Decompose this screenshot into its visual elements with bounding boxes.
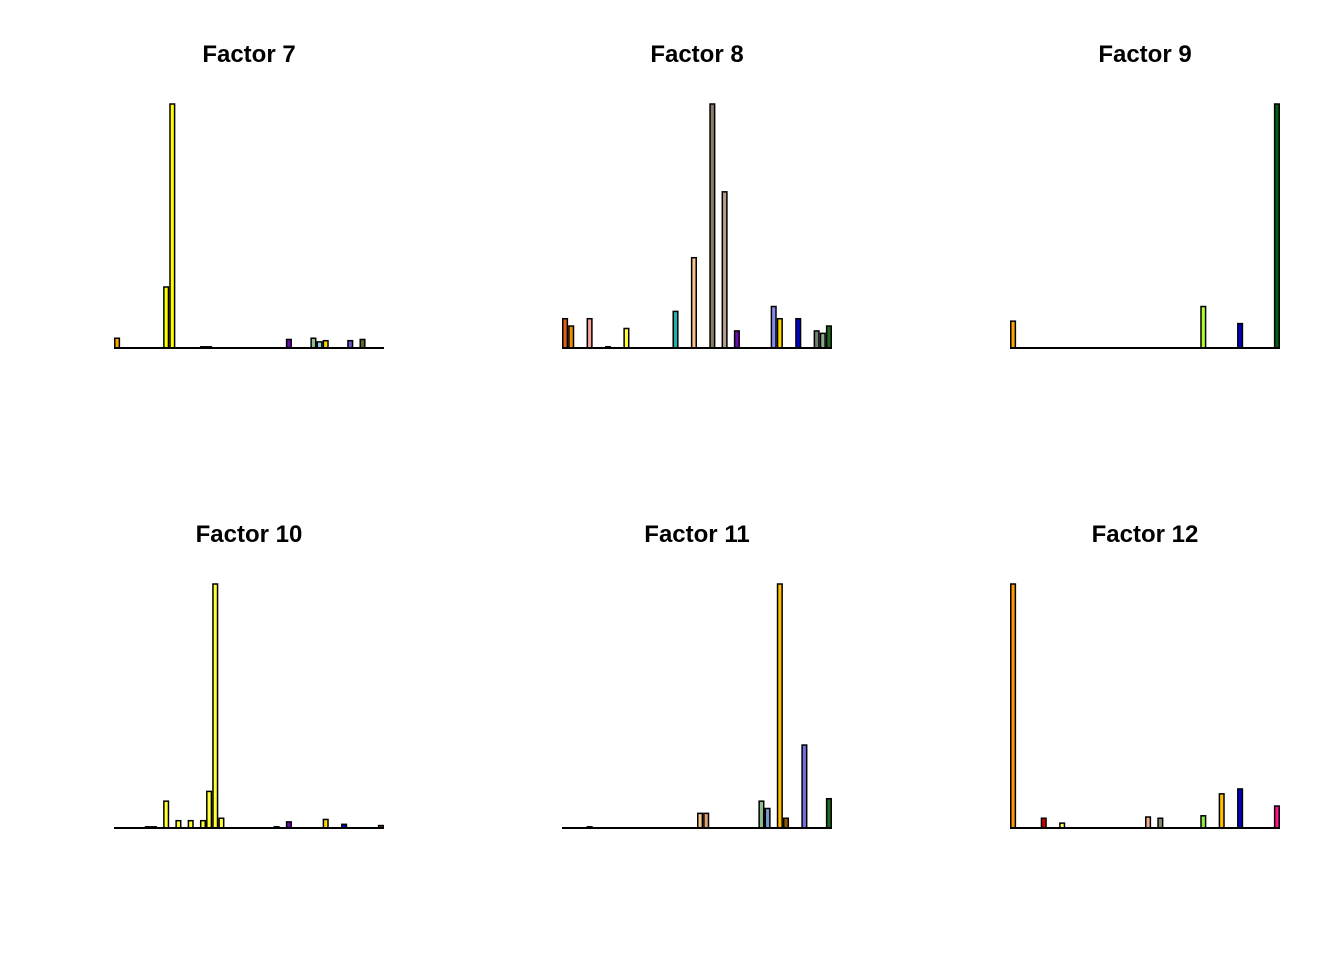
bar <box>1273 805 1280 829</box>
bar <box>169 103 176 349</box>
bar-group <box>1010 103 1280 349</box>
bar <box>813 330 820 349</box>
bar <box>1010 320 1017 349</box>
bar <box>1273 103 1280 349</box>
bar <box>1040 817 1047 829</box>
bar <box>1237 322 1244 349</box>
bar <box>709 103 716 349</box>
bar <box>776 583 783 829</box>
bar <box>1237 788 1244 829</box>
bar <box>1157 817 1164 829</box>
bar <box>623 327 630 349</box>
bar <box>801 744 808 829</box>
bar <box>776 317 783 349</box>
panel-title: Factor 9 <box>1098 41 1191 68</box>
panel-title: Factor 10 <box>196 521 303 548</box>
bar <box>568 325 575 349</box>
panel-factor-9: Factor 9 <box>1010 41 1280 349</box>
bar <box>795 317 802 349</box>
bar <box>322 818 329 829</box>
bar <box>199 819 207 829</box>
bar <box>697 812 704 829</box>
panel-title: Factor 12 <box>1092 521 1199 548</box>
panel-factor-7: Factor 7 <box>114 41 384 349</box>
bar <box>770 305 777 349</box>
bar <box>175 819 182 829</box>
bar <box>758 800 765 829</box>
bar-group <box>114 103 366 349</box>
bar <box>1145 816 1152 829</box>
bar <box>163 800 170 829</box>
bar <box>825 325 832 349</box>
panel-factor-10: Factor 10 <box>114 521 384 829</box>
bar <box>218 817 225 829</box>
bar <box>690 256 697 349</box>
bar <box>672 310 679 349</box>
bar <box>187 819 194 829</box>
bar <box>206 790 213 829</box>
bar-group <box>144 583 384 829</box>
bar <box>163 286 170 349</box>
panel-factor-12: Factor 12 <box>1010 521 1280 829</box>
bar <box>322 339 329 349</box>
bar <box>733 330 740 349</box>
bar-group <box>586 583 832 829</box>
panel-title: Factor 11 <box>644 521 749 548</box>
bar <box>1200 815 1207 829</box>
bar <box>764 807 771 829</box>
bar <box>1010 583 1017 829</box>
bar <box>825 797 832 829</box>
bar <box>114 337 121 349</box>
bar <box>212 583 219 829</box>
bar <box>310 337 317 349</box>
panel-title: Factor 7 <box>202 41 295 68</box>
panel-factor-8: Factor 8 <box>562 41 832 349</box>
bar <box>359 338 366 349</box>
bar <box>562 317 569 349</box>
bar <box>285 338 292 349</box>
bar <box>703 812 710 829</box>
bar <box>347 339 354 349</box>
bar <box>721 191 728 349</box>
bar-group <box>1010 583 1280 829</box>
bar <box>586 317 593 349</box>
bar-group <box>562 103 832 349</box>
bar <box>1218 793 1225 829</box>
panel-title: Factor 8 <box>650 41 743 68</box>
bar <box>1200 305 1207 349</box>
bar <box>782 817 790 829</box>
panel-factor-11: Factor 11 <box>562 521 832 829</box>
bar <box>819 332 826 349</box>
